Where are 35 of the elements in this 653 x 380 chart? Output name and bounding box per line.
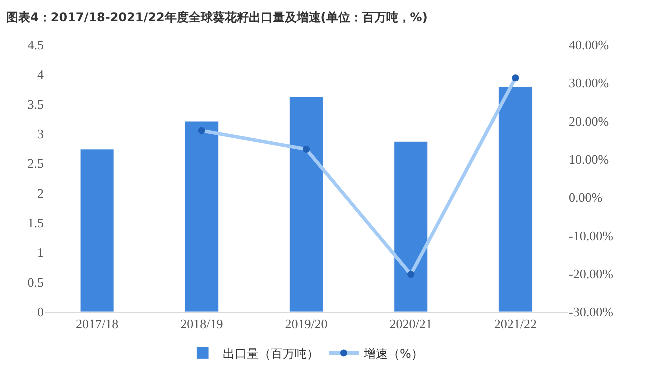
y-tick-label: 0.5 — [28, 274, 44, 290]
y2-tick-label: 20.00% — [569, 114, 610, 129]
y-tick-label: 3.5 — [28, 96, 44, 112]
point — [512, 74, 520, 82]
bar — [290, 96, 324, 312]
y2-tick-label: -10.00% — [569, 228, 614, 244]
y-tick-label: 2.5 — [28, 156, 44, 172]
y2-tick-label: 30.00% — [569, 76, 610, 91]
y2-tick-label: -30.00% — [569, 304, 614, 320]
y-tick-label: 1 — [38, 245, 44, 260]
bar — [394, 141, 428, 312]
y2-tick-label: 40.00% — [569, 38, 610, 53]
y2-tick-label: 0.00% — [569, 190, 603, 206]
legend-label: 增速（%） — [363, 346, 424, 361]
y-tick-label: 0 — [38, 304, 44, 320]
y-tick-label: 4 — [38, 67, 44, 82]
y-tick-label: 1.5 — [28, 216, 44, 231]
y2-tick-label: 10.00% — [569, 152, 610, 167]
bar — [184, 121, 219, 312]
bar — [80, 149, 114, 312]
y-tick-label: 2 — [38, 186, 44, 201]
legend-label: 出口量（百万吨） — [223, 346, 319, 361]
x-tick-label: 2019/20 — [285, 316, 328, 332]
point — [303, 146, 310, 154]
bar — [498, 86, 533, 312]
x-tick-label: 2020/21 — [390, 316, 432, 332]
y-tick-label: 3 — [38, 126, 44, 142]
y2-tick-label: -20.00% — [569, 266, 614, 282]
point — [198, 127, 206, 134]
y-tick-label: 4.5 — [28, 38, 44, 53]
x-tick-label: 2018/19 — [180, 316, 224, 332]
point — [408, 271, 415, 278]
chart-title: 图表4：2017/18-2021/22年度全球葵花籽出口量及增速(单位：百万吨，%) — [6, 10, 428, 25]
x-tick-label: 2021/22 — [494, 316, 538, 332]
x-tick-label: 2017/18 — [76, 316, 119, 332]
